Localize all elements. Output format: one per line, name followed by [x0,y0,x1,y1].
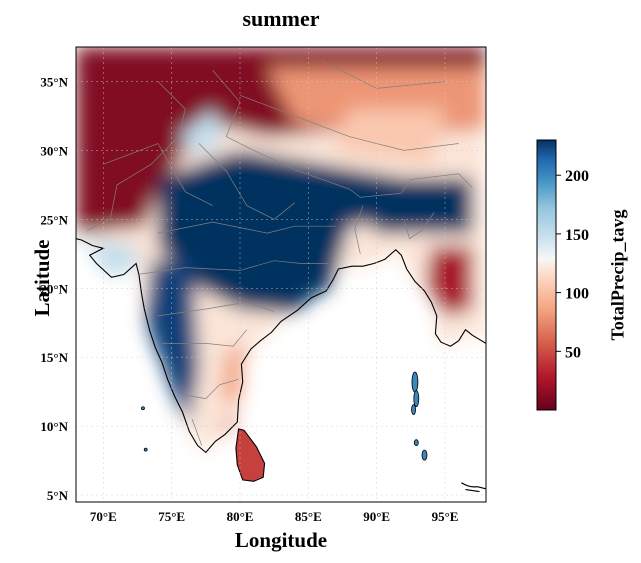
y-tick-label: 15°N [40,350,68,365]
y-tick-label: 25°N [40,212,68,227]
x-tick-label: 90°E [363,509,390,524]
x-tick-label: 85°E [295,509,322,524]
x-tick-label: 70°E [90,509,117,524]
colorbar-tick-label: 100 [565,286,589,303]
colorbar-ticks: 50 100 150 200 [556,168,589,361]
islands [141,371,486,493]
x-tick-label: 95°E [432,509,459,524]
axes-frame [75,46,487,503]
colorbar [536,139,557,411]
y-tick-label: 30°N [40,143,68,158]
x-tick-label: 80°E [227,509,254,524]
colorbar-tick-label: 50 [565,344,581,361]
admin-borders [86,60,473,446]
colorbar-label: TotalPrecip_tavg [607,209,628,341]
x-axis-label: Longitude [234,528,328,552]
y-ticks: 5°N 10°N 15°N 20°N 25°N 30°N 35°N [40,74,68,503]
colorbar-tick-label: 200 [565,168,589,185]
coastline-layer [76,60,486,493]
x-tick-label: 75°E [158,509,185,524]
y-tick-label: 5°N [47,488,69,503]
y-tick-label: 10°N [40,419,68,434]
x-ticks: 70°E 75°E 80°E 85°E 90°E 95°E [90,509,459,524]
y-tick-label: 35°N [40,74,68,89]
map-title: summer [242,6,320,31]
y-axis-label: Latitude [30,239,55,317]
gridlines [76,47,486,502]
colorbar-tick-label: 150 [565,227,589,244]
y-tick-label: 20°N [40,281,68,296]
